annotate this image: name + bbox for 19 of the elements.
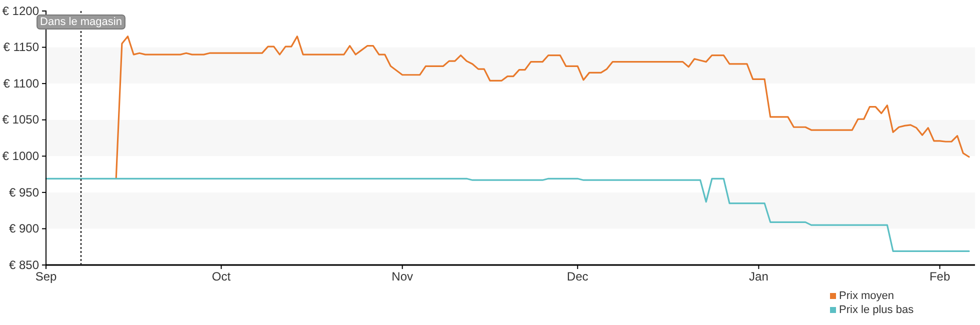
y-tick-label: € 850 bbox=[8, 258, 40, 272]
y-tick-label: € 1150 bbox=[3, 40, 40, 54]
y-tick-label: € 1050 bbox=[2, 112, 40, 127]
y-tick-label: € 900 bbox=[8, 222, 40, 236]
x-tick-label: Nov bbox=[392, 270, 414, 284]
line-series bbox=[115, 36, 970, 180]
legend-label: Prix moyen bbox=[839, 290, 894, 302]
y-tick-label: € 1100 bbox=[3, 76, 40, 90]
annotation: Dans le magasin bbox=[40, 16, 122, 28]
y-tick-label: € 950 bbox=[8, 185, 40, 200]
legend-label: Prix le plus bas bbox=[839, 304, 914, 316]
y-tick-label: € 1000 bbox=[2, 148, 40, 163]
x-tick-label: Sep bbox=[35, 270, 57, 284]
y-tick-label: € 1200 bbox=[2, 4, 40, 18]
x-tick-label: Dec bbox=[566, 270, 588, 284]
x-tick-label: Oct bbox=[212, 270, 232, 284]
line-series bbox=[45, 178, 970, 252]
x-tick-label: Feb bbox=[929, 270, 950, 284]
x-tick-label: Jan bbox=[749, 270, 768, 284]
